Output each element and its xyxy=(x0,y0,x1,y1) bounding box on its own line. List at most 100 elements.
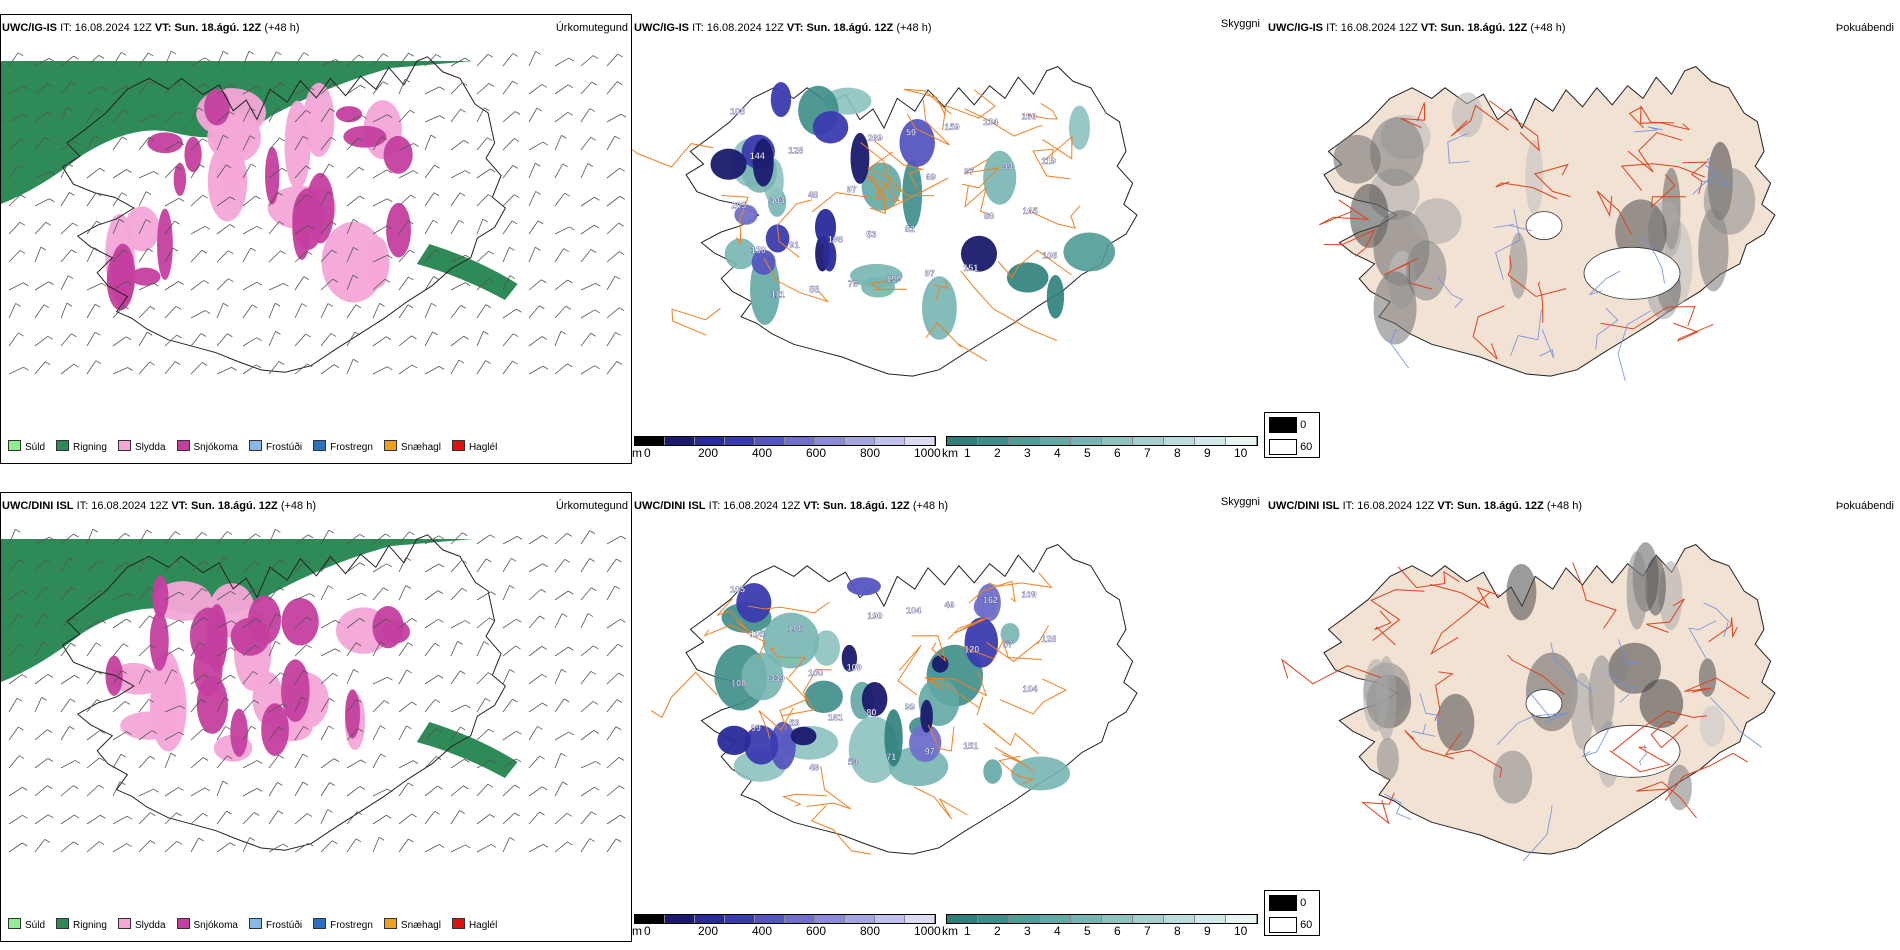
wind-barb xyxy=(424,535,444,545)
wind-barb xyxy=(476,672,494,685)
ceiling-value-label: 46 xyxy=(945,600,955,610)
wind-barb xyxy=(268,843,289,853)
ceiling-value-label: 80 xyxy=(984,211,994,221)
fog-index-map xyxy=(1319,66,1776,382)
wind-barb xyxy=(424,590,444,601)
wind-barb xyxy=(424,302,437,319)
ceiling-value-label: 71 xyxy=(886,752,896,762)
wind-barb xyxy=(554,305,572,319)
wind-barb xyxy=(268,82,286,95)
scale-color-bin xyxy=(665,437,695,445)
road-line xyxy=(781,668,832,717)
wind-barb xyxy=(606,113,627,123)
wind-barb xyxy=(268,672,286,685)
wind-barb xyxy=(164,111,183,123)
road-line xyxy=(758,707,795,740)
wind-barb xyxy=(138,587,155,601)
wind-barb xyxy=(190,642,205,657)
wind-barb xyxy=(34,613,48,629)
fog-index-key: 0 60 xyxy=(1264,412,1320,458)
wind-barb xyxy=(320,758,340,769)
scale-color-bin xyxy=(1009,915,1040,923)
ceiling-value-label: 91 xyxy=(789,240,799,250)
wind-barb xyxy=(346,562,366,573)
scale-color-bin xyxy=(1133,437,1164,445)
scale-color-bin xyxy=(905,915,935,923)
run-header: UWC/DINI ISL IT: 16.08.2024 12Z VT: Sun.… xyxy=(634,500,948,512)
wind-barb xyxy=(216,590,236,601)
scale-tick-label: 5 xyxy=(1084,446,1091,460)
wind-barb xyxy=(450,359,465,375)
wind-barb xyxy=(86,247,100,263)
wind-barb xyxy=(346,331,361,347)
wind-barb xyxy=(476,558,492,573)
road-line xyxy=(960,270,1058,342)
wind-barb xyxy=(242,725,257,741)
wind-barb xyxy=(268,221,285,235)
low-ceiling-area xyxy=(770,721,796,770)
wind-barb xyxy=(424,115,445,123)
wind-barb xyxy=(60,617,79,629)
wind-barb xyxy=(242,788,263,797)
scale-tick-label: 5 xyxy=(1084,924,1091,938)
panel-title: Skyggni xyxy=(1220,18,1260,30)
low-ceiling-area xyxy=(752,138,774,187)
wind-barb xyxy=(112,815,133,825)
fog-index-area xyxy=(1525,139,1544,216)
wind-barb xyxy=(268,283,289,291)
scale-color-bin xyxy=(635,915,665,923)
road-line xyxy=(1323,228,1376,257)
visibility-color-strip xyxy=(946,914,1258,924)
wind-barb xyxy=(528,162,541,179)
scale-unit: m xyxy=(632,924,642,938)
legend-label: Snjókoma xyxy=(193,920,238,931)
wind-barb xyxy=(86,841,105,853)
wind-barb xyxy=(164,197,185,207)
wind-barb xyxy=(320,82,339,95)
wind-barb xyxy=(450,704,471,713)
wind-barb xyxy=(294,753,309,769)
lead-time: (+48 h) xyxy=(280,500,316,512)
scale-color-bin xyxy=(695,437,725,445)
low-ceiling-area xyxy=(717,725,751,755)
wind-barb xyxy=(398,531,415,545)
ceiling-value-label: 76 xyxy=(848,279,858,289)
wind-barb xyxy=(164,305,182,319)
legend-item: Frostúði xyxy=(248,918,302,931)
scale-color-bin xyxy=(1071,437,1102,445)
wind-barb xyxy=(372,225,393,235)
road-line xyxy=(1650,721,1688,749)
wind-barb xyxy=(268,810,284,825)
coastline xyxy=(61,56,507,373)
river-line xyxy=(1550,642,1593,692)
wind-barb xyxy=(502,645,521,657)
ceiling-value-label: 130 xyxy=(751,245,766,255)
snow-area xyxy=(106,250,135,311)
wind-barb xyxy=(216,674,236,685)
init-time: 16.08.2024 12Z xyxy=(91,500,169,512)
wind-barb xyxy=(320,782,335,797)
snow-area xyxy=(386,202,411,258)
rain-area xyxy=(416,722,518,778)
wind-barb xyxy=(580,282,601,291)
wind-barb xyxy=(606,672,624,685)
legend-label: Frostregn xyxy=(330,920,373,931)
wind-barb xyxy=(372,533,391,545)
road-line xyxy=(1507,654,1565,696)
wind-barb xyxy=(424,563,445,573)
wind-barb xyxy=(528,843,549,853)
wind-barb xyxy=(34,536,55,545)
wind-barb xyxy=(606,618,626,629)
legend-item: Frostúði xyxy=(248,440,302,453)
wind-barb xyxy=(320,698,335,713)
wind-barb xyxy=(502,308,522,319)
scale-color-bin xyxy=(725,437,755,445)
river-line xyxy=(1688,620,1717,660)
wind-barb xyxy=(294,560,312,573)
road-line xyxy=(1495,181,1558,200)
ceiling-value-label: 97 xyxy=(925,268,935,278)
ceiling-value-label: 97 xyxy=(925,746,935,756)
wind-barb xyxy=(164,669,178,685)
road-line xyxy=(1472,305,1505,360)
wind-barb xyxy=(138,52,154,67)
